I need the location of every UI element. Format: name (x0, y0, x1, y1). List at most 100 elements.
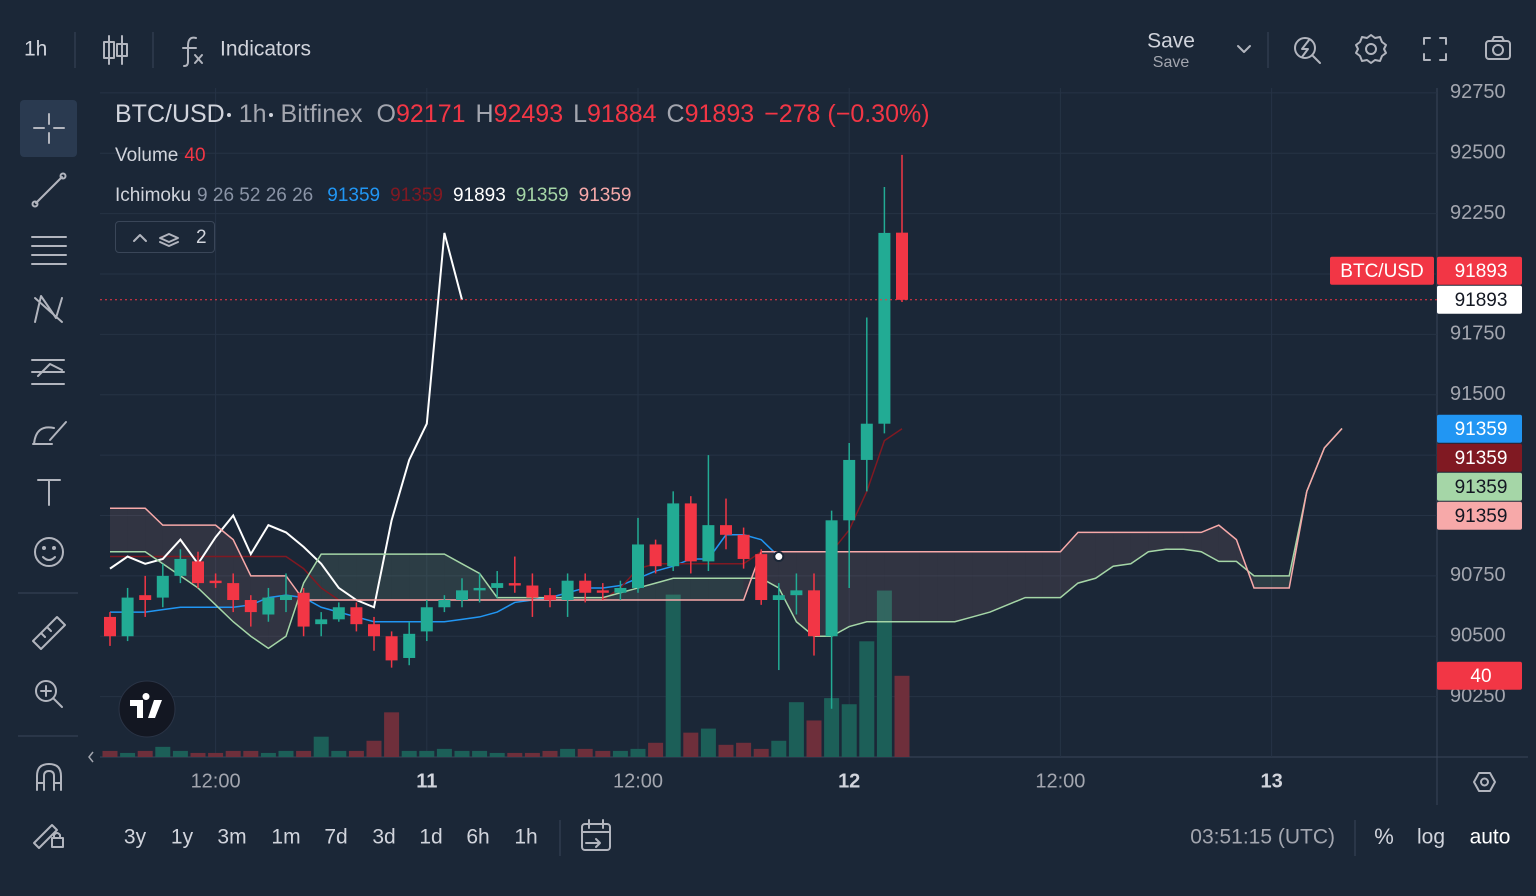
screenshot-button[interactable] (1485, 36, 1511, 60)
cloud-fill (250, 575, 269, 649)
volume-bar (366, 740, 382, 757)
candle-body (192, 561, 204, 584)
magnet-tool[interactable] (36, 763, 62, 791)
range-button[interactable]: 1d (419, 826, 442, 849)
cloud-fill (1007, 551, 1026, 605)
cloud-fill (1078, 532, 1096, 584)
cloud-fill (1148, 532, 1166, 552)
y-tick-label: 91750 (1450, 323, 1506, 345)
auto-toggle[interactable]: auto (1470, 826, 1511, 849)
text-tool[interactable] (37, 479, 61, 506)
save-menu[interactable] (1237, 45, 1251, 53)
symbol[interactable]: BTC/USD (115, 100, 225, 128)
goto-date-button[interactable] (581, 819, 611, 851)
fullscreen-button[interactable] (1423, 37, 1447, 61)
candle-body (544, 595, 556, 601)
save-button[interactable]: Save (1147, 30, 1195, 53)
candle-body (385, 636, 398, 661)
pattern-tool[interactable] (34, 295, 63, 323)
ruler-tool[interactable] (32, 616, 66, 650)
volume-value: 40 (184, 145, 206, 166)
cloud-fill (919, 551, 938, 622)
range-button[interactable]: 3d (372, 826, 395, 849)
volume-bar (577, 748, 593, 757)
candle-body (843, 459, 856, 521)
candle-body (350, 607, 363, 625)
candle-body (227, 583, 240, 601)
clock: 03:51:15 (UTC) (1190, 826, 1335, 849)
x-tick-label: 11 (416, 770, 437, 792)
ichimoku-legend: Ichimoku 9 26 52 26 26 91359 91359 91893 91… (115, 185, 647, 207)
candle-body (772, 595, 785, 601)
collapse-icon[interactable] (133, 234, 147, 242)
volume-bar (841, 704, 857, 757)
axis-settings[interactable] (1473, 772, 1496, 792)
cloud-fill (726, 578, 744, 601)
collapse-arrow[interactable] (88, 751, 94, 763)
candle-body (614, 587, 627, 593)
interval-button[interactable]: 1h (24, 38, 47, 61)
cloud-fill (338, 554, 357, 601)
volume-bar (824, 698, 840, 757)
indicators-icon[interactable] (182, 36, 203, 67)
volume-bar (700, 728, 716, 757)
cloud-fill (110, 508, 128, 552)
x-tick-label: 12:00 (191, 770, 241, 792)
prediction-tool[interactable] (31, 359, 65, 385)
ichimoku-line (110, 534, 780, 623)
indicator-price-tag-bg (1437, 285, 1522, 314)
crosshair-tool[interactable] (33, 113, 65, 144)
volume-bar (243, 750, 259, 757)
tradingview-logo[interactable] (118, 680, 176, 738)
trendline-tool[interactable] (31, 172, 67, 208)
volume-bar (120, 752, 136, 757)
cloud-fill (127, 508, 146, 552)
change: −278 (−0.30%) (764, 100, 930, 128)
cloud-fill (937, 551, 955, 622)
x-tick-label: 12:00 (613, 770, 663, 792)
candle-body (737, 534, 750, 559)
ichimoku-settings: 9 26 52 26 26 (197, 185, 314, 206)
emoji-tool[interactable] (34, 537, 64, 567)
volume-bar (155, 746, 171, 757)
zoom-tool[interactable] (35, 680, 63, 708)
candle-body (297, 592, 310, 627)
range-button[interactable]: 3y (124, 826, 147, 849)
ohlc-label: O (376, 100, 396, 128)
range-button[interactable]: 1y (171, 826, 194, 849)
chart-type-button[interactable] (103, 35, 128, 65)
settings-button[interactable] (1355, 34, 1387, 64)
cloud-fill (1166, 532, 1184, 550)
candle-body (632, 544, 644, 588)
volume-bar (208, 752, 224, 757)
ohlc-value: 92171 (395, 100, 466, 128)
brush-tool[interactable] (32, 421, 67, 445)
range-button[interactable]: 1m (271, 826, 300, 849)
candle-body (491, 583, 504, 588)
volume-bar (102, 750, 118, 757)
cloud-fill (849, 551, 867, 627)
alert-button[interactable] (1294, 37, 1321, 64)
lock-drawings-tool[interactable] (33, 824, 64, 849)
candle-body (755, 554, 768, 601)
cloud-fill (409, 554, 427, 601)
log-toggle[interactable]: log (1417, 826, 1445, 849)
volume-bar (542, 750, 558, 757)
percent-toggle[interactable]: % (1374, 824, 1394, 849)
range-button[interactable]: 3m (217, 826, 246, 849)
cloud-fill (1201, 525, 1219, 562)
range-button[interactable]: 7d (324, 826, 347, 849)
ohlc-value: 91893 (684, 100, 755, 128)
indicator-toggle[interactable]: 2 (115, 221, 215, 253)
fib-tool[interactable] (31, 236, 67, 265)
cloud-fill (673, 578, 691, 601)
range-button[interactable]: 6h (466, 826, 489, 849)
indicators-button[interactable]: Indicators (220, 38, 311, 61)
candle-body (667, 503, 680, 567)
volume-bar (331, 750, 347, 757)
range-button[interactable]: 1h (514, 826, 537, 849)
volume-bar (419, 750, 435, 757)
cloud-fill (426, 554, 445, 601)
ichimoku-name: Ichimoku (115, 185, 192, 206)
candle-body (896, 232, 908, 300)
